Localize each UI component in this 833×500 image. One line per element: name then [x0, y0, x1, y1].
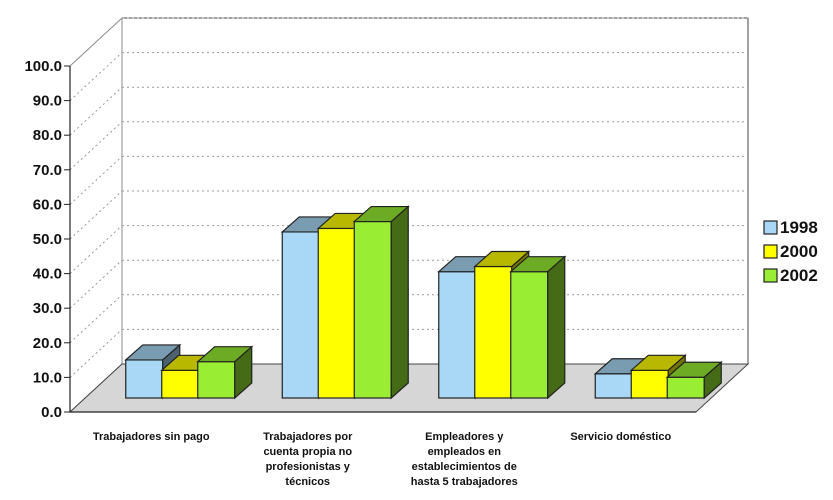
x-category-label: Trabajadores por cuenta propia no profesio…	[263, 431, 353, 488]
side-gridline	[69, 294, 123, 344]
legend: 1998 2000 2002	[763, 218, 818, 285]
x-category-label-line: Trabajadores por	[263, 431, 353, 443]
bar-side	[703, 360, 722, 400]
y-tick-label: 10.0	[33, 369, 62, 386]
y-axis: 0.0 10.0 20.0 30.0 40.0 50.0 60.0 70.0 80.0 90.0 1…	[24, 58, 696, 421]
side-gridline	[69, 156, 123, 205]
y-tick-label: 90.0	[33, 93, 62, 110]
x-category-label: Empleadores y empleados en establecimiento…	[411, 431, 518, 488]
bar-side	[390, 205, 409, 400]
side-gridline	[69, 52, 123, 101]
legend-label: 2000	[780, 242, 818, 261]
bar-side	[234, 345, 253, 400]
x-category-label: Trabajadores sin pago	[93, 431, 210, 443]
bar-front	[125, 359, 164, 399]
y-tick-label: 70.0	[33, 162, 62, 179]
x-category-label-line: hasta 5 trabajadores	[411, 476, 518, 488]
back-wall	[121, 17, 749, 365]
bar-front	[281, 231, 320, 399]
y-tick-label: 100.0	[24, 58, 62, 75]
bar-front	[438, 271, 477, 399]
y-tick-label: 60.0	[33, 196, 62, 213]
x-axis-labels: Trabajadores sin pago Trabajadores por cue…	[93, 431, 672, 488]
side-gridline	[69, 86, 123, 136]
side-gridline	[69, 121, 123, 171]
side-gridline	[69, 190, 123, 240]
x-category-label: Servicio doméstico	[570, 431, 671, 443]
bar-front	[630, 369, 669, 399]
bar-front	[353, 220, 392, 399]
y-tick-label: 50.0	[33, 231, 62, 248]
bars	[124, 205, 723, 400]
y-tick-label: 80.0	[33, 127, 62, 144]
bar-front	[474, 265, 513, 399]
side-gridline	[69, 225, 123, 274]
x-category-label-line: Empleadores y	[425, 431, 504, 443]
bar	[352, 205, 410, 400]
bar-front	[161, 369, 200, 399]
x-category-label-line: Servicio doméstico	[570, 431, 671, 443]
legend-label: 2002	[780, 266, 818, 285]
legend-swatch	[763, 220, 778, 235]
legend-swatch	[763, 244, 778, 259]
x-category-label-line: técnicos	[285, 476, 330, 488]
y-tick-label: 0.0	[41, 404, 62, 421]
bar	[665, 360, 723, 400]
x-category-label-line: empleados en	[428, 446, 502, 458]
side-gridline	[69, 329, 123, 378]
gridlines	[69, 17, 748, 378]
bar-side	[547, 255, 566, 400]
y-tick-label: 30.0	[33, 300, 62, 317]
legend-label: 1998	[780, 218, 818, 237]
bar-front	[594, 373, 633, 399]
x-category-label-line: Trabajadores sin pago	[93, 431, 210, 443]
x-category-label-line: cuenta propia no	[263, 446, 352, 458]
bar-front	[317, 227, 356, 399]
x-category-label-line: establecimientos de	[412, 461, 517, 473]
y-tick-label: 40.0	[33, 266, 62, 283]
legend-swatch	[763, 268, 778, 283]
bar-front	[510, 271, 549, 399]
y-tick-label: 20.0	[33, 335, 62, 352]
side-gridline	[69, 259, 123, 309]
bar-front	[666, 376, 705, 399]
bar-front	[197, 361, 236, 399]
x-category-label-line: profesionistas y	[266, 461, 351, 473]
bar	[196, 345, 254, 400]
side-gridline	[69, 17, 123, 67]
bar	[509, 255, 567, 400]
